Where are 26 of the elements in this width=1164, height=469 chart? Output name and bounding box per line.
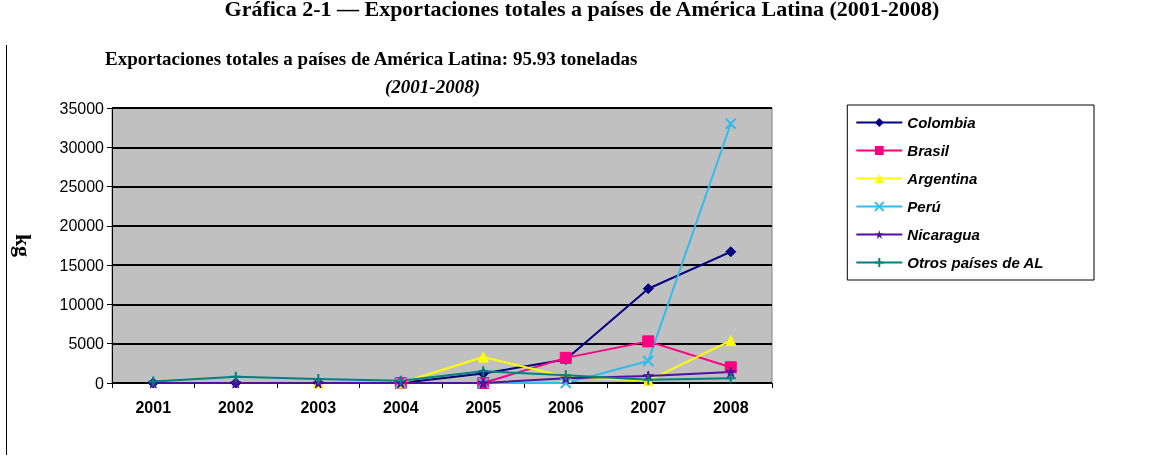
y-axis-title: kg bbox=[10, 233, 36, 258]
x-tick-label: 2002 bbox=[217, 398, 254, 416]
x-tick-label: 2004 bbox=[382, 398, 419, 416]
legend-label: Argentina bbox=[906, 170, 978, 187]
y-tick-label: 0 bbox=[95, 374, 105, 392]
y-tick-label: 20000 bbox=[59, 217, 105, 235]
legend-label: Brasil bbox=[907, 142, 950, 159]
text: Gráfica 2-1 — Exportaciones totales a países de América Latina (2001-2008) bbox=[224, 0, 940, 21]
y-tick-label: 30000 bbox=[59, 138, 105, 156]
x-tick-label: 2005 bbox=[465, 398, 502, 416]
x-tick-label: 2008 bbox=[712, 398, 749, 416]
x-tick-label: 2007 bbox=[630, 398, 667, 416]
legend-label: Colombia bbox=[907, 114, 976, 131]
legend-label: Perú bbox=[907, 198, 941, 215]
y-tick-label: 35000 bbox=[59, 99, 105, 117]
x-tick-label: 2006 bbox=[547, 398, 584, 416]
chart-subtitle: (2001-2008) bbox=[385, 76, 480, 98]
y-tick-label: 10000 bbox=[59, 295, 105, 313]
legend-label: Otros países de AL bbox=[907, 254, 1044, 271]
y-tick-label: 25000 bbox=[59, 178, 105, 196]
chart-title: Exportaciones totales a países de América Latina: 95.93 toneladas bbox=[105, 48, 638, 69]
y-tick-label: 5000 bbox=[68, 335, 105, 353]
x-tick-label: 2003 bbox=[300, 398, 337, 416]
y-tick-label: 15000 bbox=[59, 256, 105, 274]
legend-label: Nicaragua bbox=[907, 226, 980, 243]
x-tick-label: 2001 bbox=[135, 398, 172, 416]
